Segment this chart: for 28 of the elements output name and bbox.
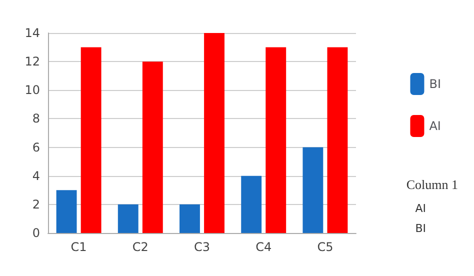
legend-label: BI	[429, 77, 442, 91]
text: AI	[415, 202, 426, 215]
y-tick-label: 4	[32, 168, 40, 183]
bar	[302, 147, 324, 233]
y-tick-label: 8	[32, 112, 40, 126]
text: Column 1	[406, 177, 458, 192]
bar	[241, 176, 262, 233]
y-tick-label: 12	[24, 54, 40, 69]
bar	[80, 47, 102, 233]
x-tick-label: C1	[70, 240, 87, 254]
y-tick-label: 14	[24, 26, 40, 40]
y-tick-label: 10	[24, 83, 40, 98]
x-tick-label: C5	[317, 240, 334, 254]
x-tick-label: C3	[194, 240, 210, 254]
text: BI	[415, 222, 426, 235]
bar	[56, 190, 77, 233]
bar	[204, 33, 224, 233]
bar	[327, 47, 348, 233]
legend-label: AI	[429, 119, 441, 133]
bar	[118, 204, 138, 233]
y-tick-label: 6	[32, 140, 40, 154]
bar	[180, 204, 200, 233]
x-tick-label: C4	[256, 240, 272, 254]
y-tick-label: 2	[32, 197, 40, 212]
bar	[266, 47, 286, 233]
x-tick-label: C2	[132, 240, 148, 254]
y-tick-label: 0	[32, 226, 40, 240]
bar	[142, 62, 163, 233]
